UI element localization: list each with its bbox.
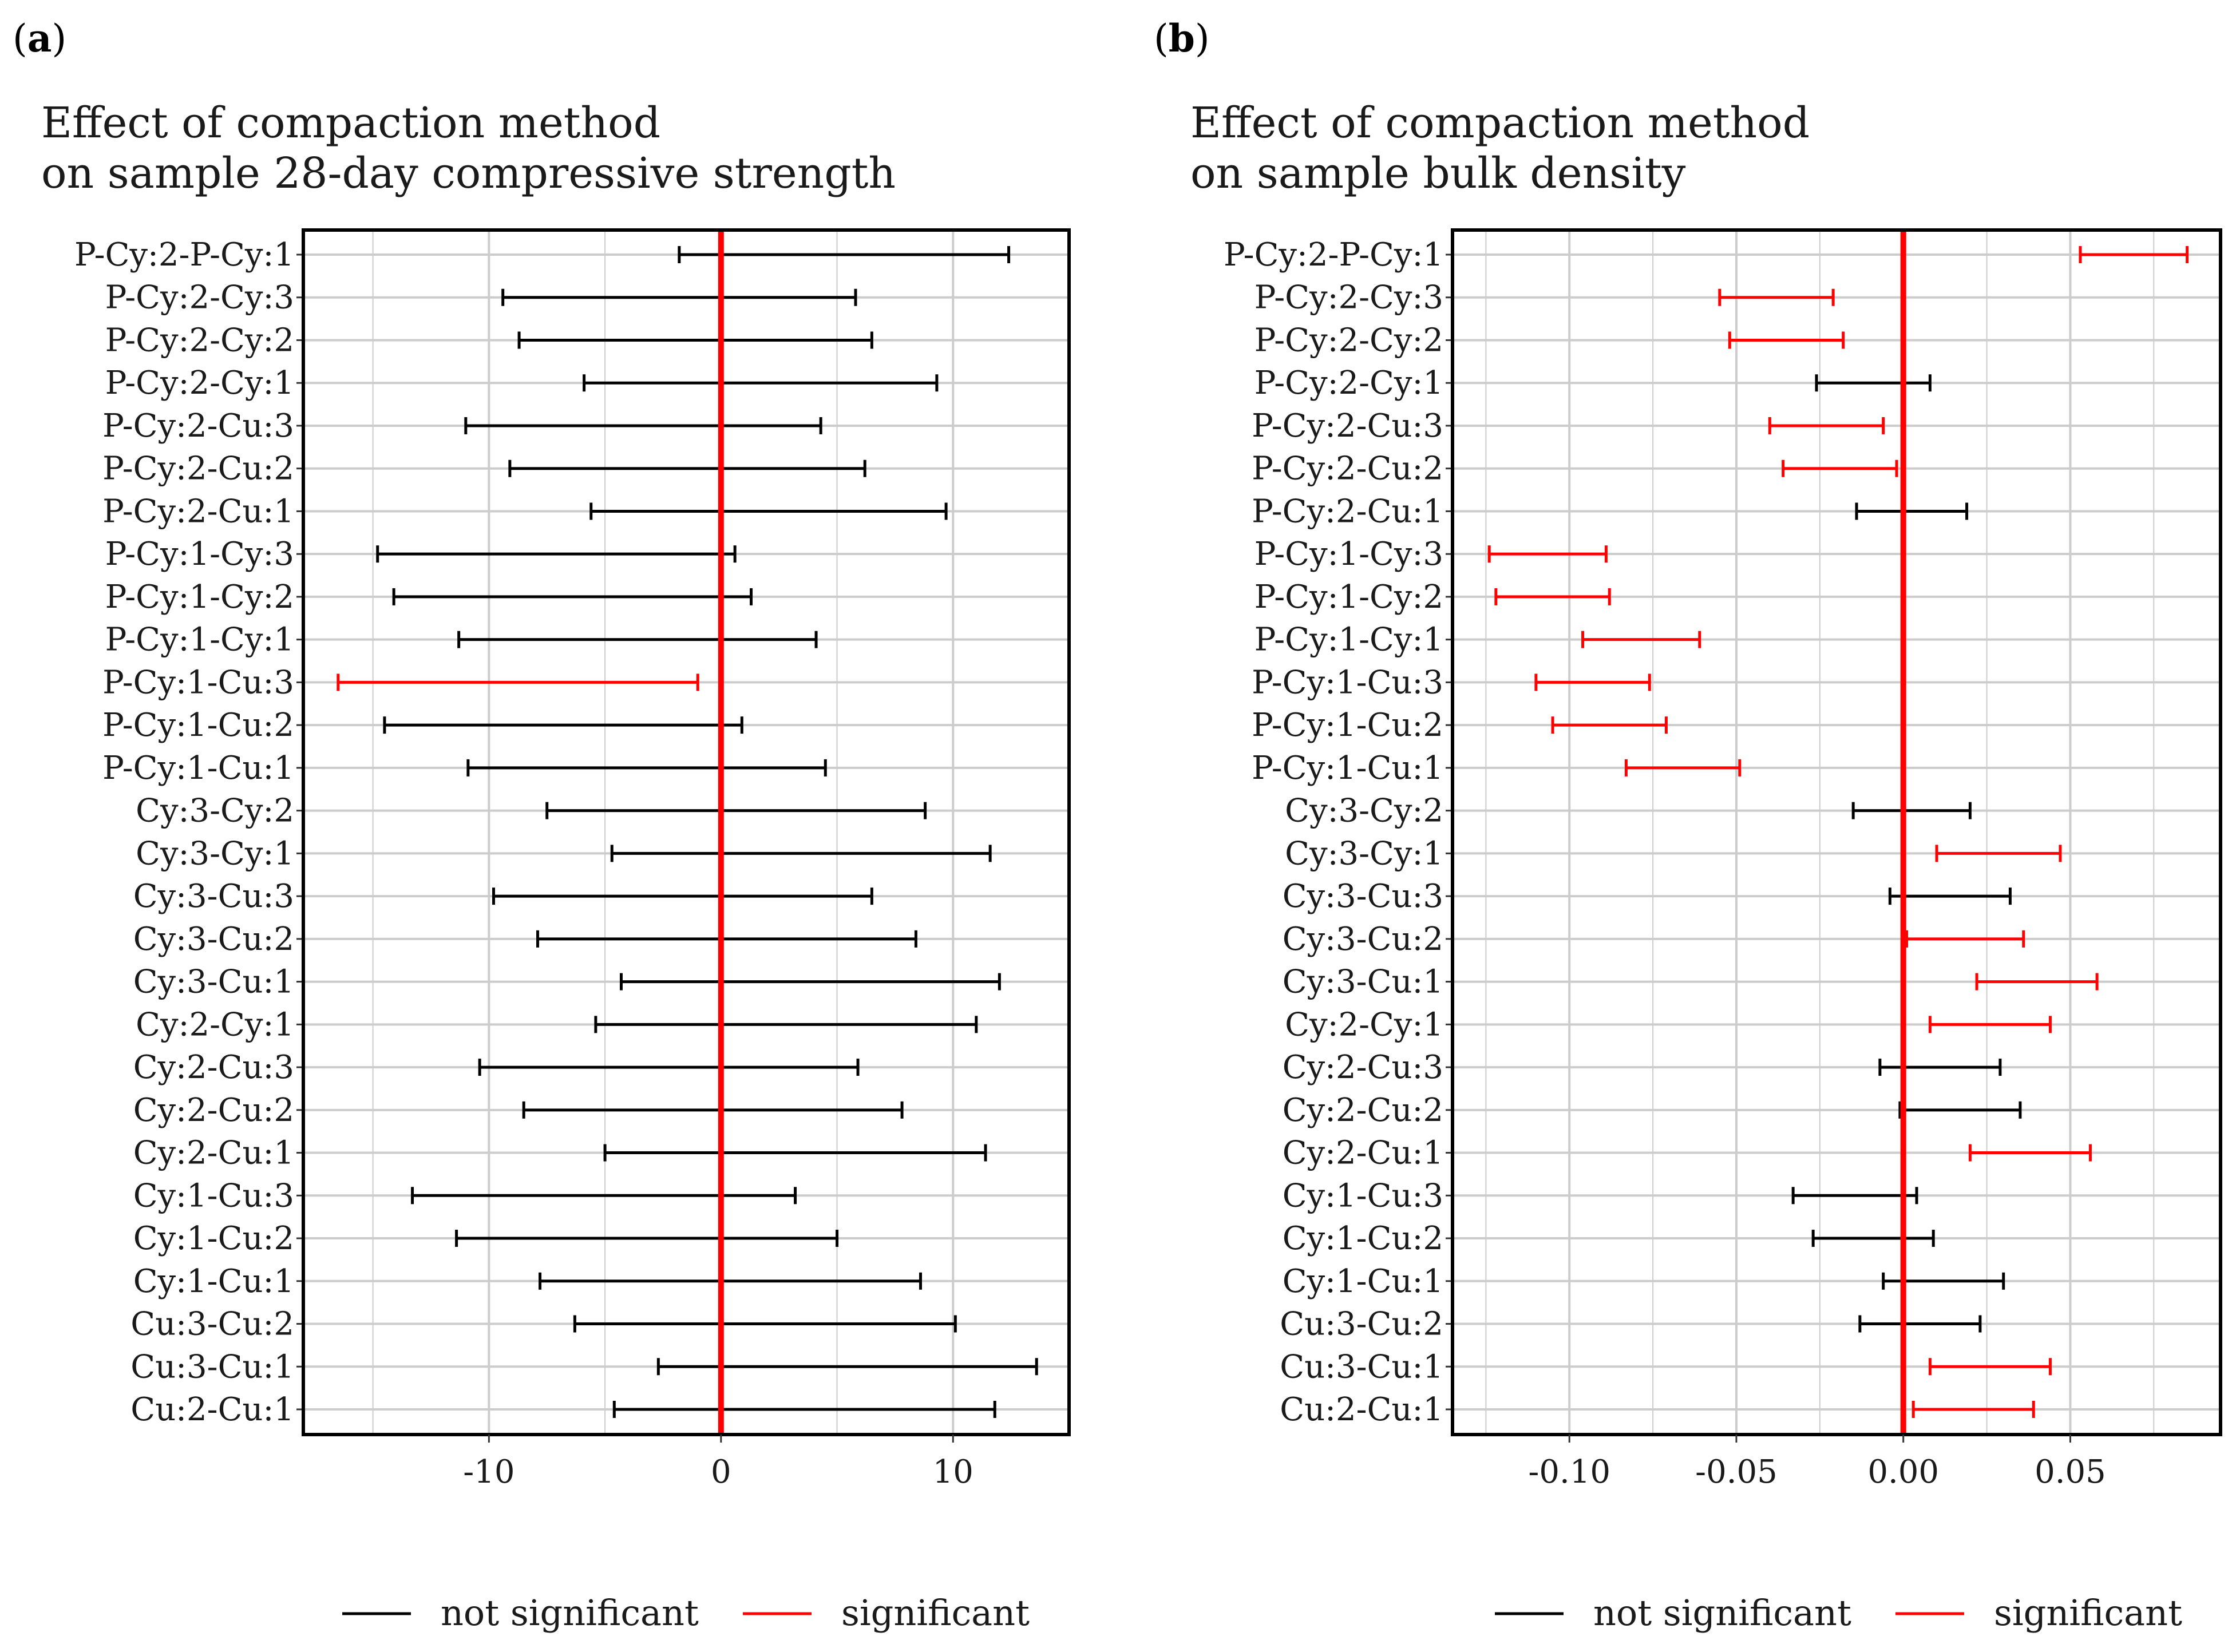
x-tick-label: 10: [933, 1453, 973, 1491]
category-label: Cy:3-Cu:1: [1283, 964, 1443, 1001]
category-label: Cy:2-Cu:1: [1283, 1135, 1443, 1172]
x-tick-label: 0.05: [2035, 1453, 2106, 1491]
category-label: Cy:1-Cu:2: [133, 1220, 294, 1257]
category-label: P-Cy:2-Cy:3: [105, 279, 294, 316]
category-label: P-Cy:2-Cu:3: [1252, 407, 1443, 445]
category-label: Cy:3-Cu:3: [133, 878, 294, 915]
legend-label-not-significant: not significant: [441, 1592, 699, 1634]
chart-title-line: on sample 28-day compressive strength: [41, 149, 896, 198]
x-tick-label: 0.00: [1867, 1453, 1939, 1491]
category-label: Cy:3-Cu:2: [1283, 921, 1443, 958]
category-label: Cy:1-Cu:2: [1283, 1220, 1443, 1257]
category-label: Cy:2-Cu:3: [133, 1049, 294, 1086]
panel-label-1: (b): [1154, 16, 1210, 61]
category-label: Cy:2-Cu:2: [133, 1092, 294, 1129]
category-label: Cy:2-Cu:1: [133, 1135, 294, 1172]
category-label: P-Cy:2-Cy:2: [105, 322, 294, 359]
category-label: Cu:2-Cu:1: [1280, 1391, 1443, 1428]
category-label: Cy:3-Cy:2: [136, 793, 294, 830]
category-label: P-Cy:2-Cy:2: [1254, 322, 1443, 359]
legend-label-not-significant: not significant: [1593, 1592, 1851, 1634]
chart-title-line: Effect of compaction method: [41, 98, 660, 148]
category-label: Cu:3-Cu:2: [1280, 1306, 1443, 1343]
category-label: P-Cy:1-Cu:2: [1252, 707, 1443, 744]
category-label: Cu:3-Cu:1: [1280, 1348, 1443, 1385]
category-label: Cy:3-Cy:2: [1285, 793, 1443, 830]
category-label: Cu:3-Cu:1: [130, 1348, 294, 1385]
category-label: Cy:2-Cu:2: [1283, 1092, 1443, 1129]
category-label: P-Cy:1-Cy:1: [105, 621, 294, 659]
category-label: Cu:2-Cu:1: [130, 1391, 294, 1428]
category-label: P-Cy:1-Cy:1: [1254, 621, 1443, 659]
category-label: P-Cy:1-Cy:3: [1254, 536, 1443, 573]
legend-label-significant: significant: [841, 1592, 1030, 1634]
category-label: Cy:1-Cu:1: [1283, 1263, 1443, 1300]
category-label: P-Cy:1-Cu:1: [102, 750, 294, 787]
category-label: P-Cy:1-Cy:3: [105, 536, 294, 573]
category-label: Cy:3-Cy:1: [136, 835, 294, 872]
category-label: P-Cy:2-Cy:1: [1254, 365, 1443, 402]
category-label: P-Cy:2-P-Cy:1: [1224, 236, 1443, 274]
category-label: P-Cy:2-Cu:2: [102, 450, 294, 488]
chart-title-line: on sample bulk density: [1190, 149, 1686, 198]
category-label: Cy:1-Cu:3: [133, 1177, 294, 1214]
category-label: P-Cy:2-Cu:2: [1252, 450, 1443, 488]
x-tick-label: -0.10: [1528, 1453, 1610, 1491]
category-label: Cy:2-Cu:3: [1283, 1049, 1443, 1086]
legend-label-significant: significant: [1994, 1592, 2182, 1634]
plot-border: [302, 228, 1071, 1436]
category-label: P-Cy:1-Cy:2: [105, 579, 294, 616]
category-label: Cy:2-Cy:1: [1285, 1006, 1443, 1043]
category-label: P-Cy:2-Cu:1: [102, 493, 294, 530]
category-label: P-Cy:2-Cu:3: [102, 407, 294, 445]
category-label: Cy:3-Cu:1: [133, 964, 294, 1001]
category-label: Cy:3-Cu:2: [133, 921, 294, 958]
category-label: P-Cy:2-P-Cy:1: [74, 236, 294, 274]
category-label: Cy:1-Cu:1: [133, 1263, 294, 1300]
x-tick-label: -0.05: [1695, 1453, 1778, 1491]
category-label: Cy:3-Cu:3: [1283, 878, 1443, 915]
category-label: P-Cy:1-Cu:3: [1252, 664, 1443, 701]
category-label: Cu:3-Cu:2: [130, 1306, 294, 1343]
chart-title-line: Effect of compaction method: [1190, 98, 1810, 148]
category-label: Cy:2-Cy:1: [136, 1006, 294, 1043]
panel-label-0: (a): [13, 16, 66, 61]
category-label: Cy:1-Cu:3: [1283, 1177, 1443, 1214]
category-label: P-Cy:1-Cu:3: [102, 664, 294, 701]
x-tick-label: -10: [463, 1453, 515, 1491]
category-label: P-Cy:2-Cu:1: [1252, 493, 1443, 530]
category-label: Cy:3-Cy:1: [1285, 835, 1443, 872]
category-label: P-Cy:1-Cu:1: [1252, 750, 1443, 787]
category-label: P-Cy:2-Cy:1: [105, 365, 294, 402]
category-label: P-Cy:1-Cu:2: [102, 707, 294, 744]
x-tick-label: 0: [711, 1453, 731, 1491]
category-label: P-Cy:2-Cy:3: [1254, 279, 1443, 316]
plot-border: [1451, 228, 2222, 1436]
category-label: P-Cy:1-Cy:2: [1254, 579, 1443, 616]
